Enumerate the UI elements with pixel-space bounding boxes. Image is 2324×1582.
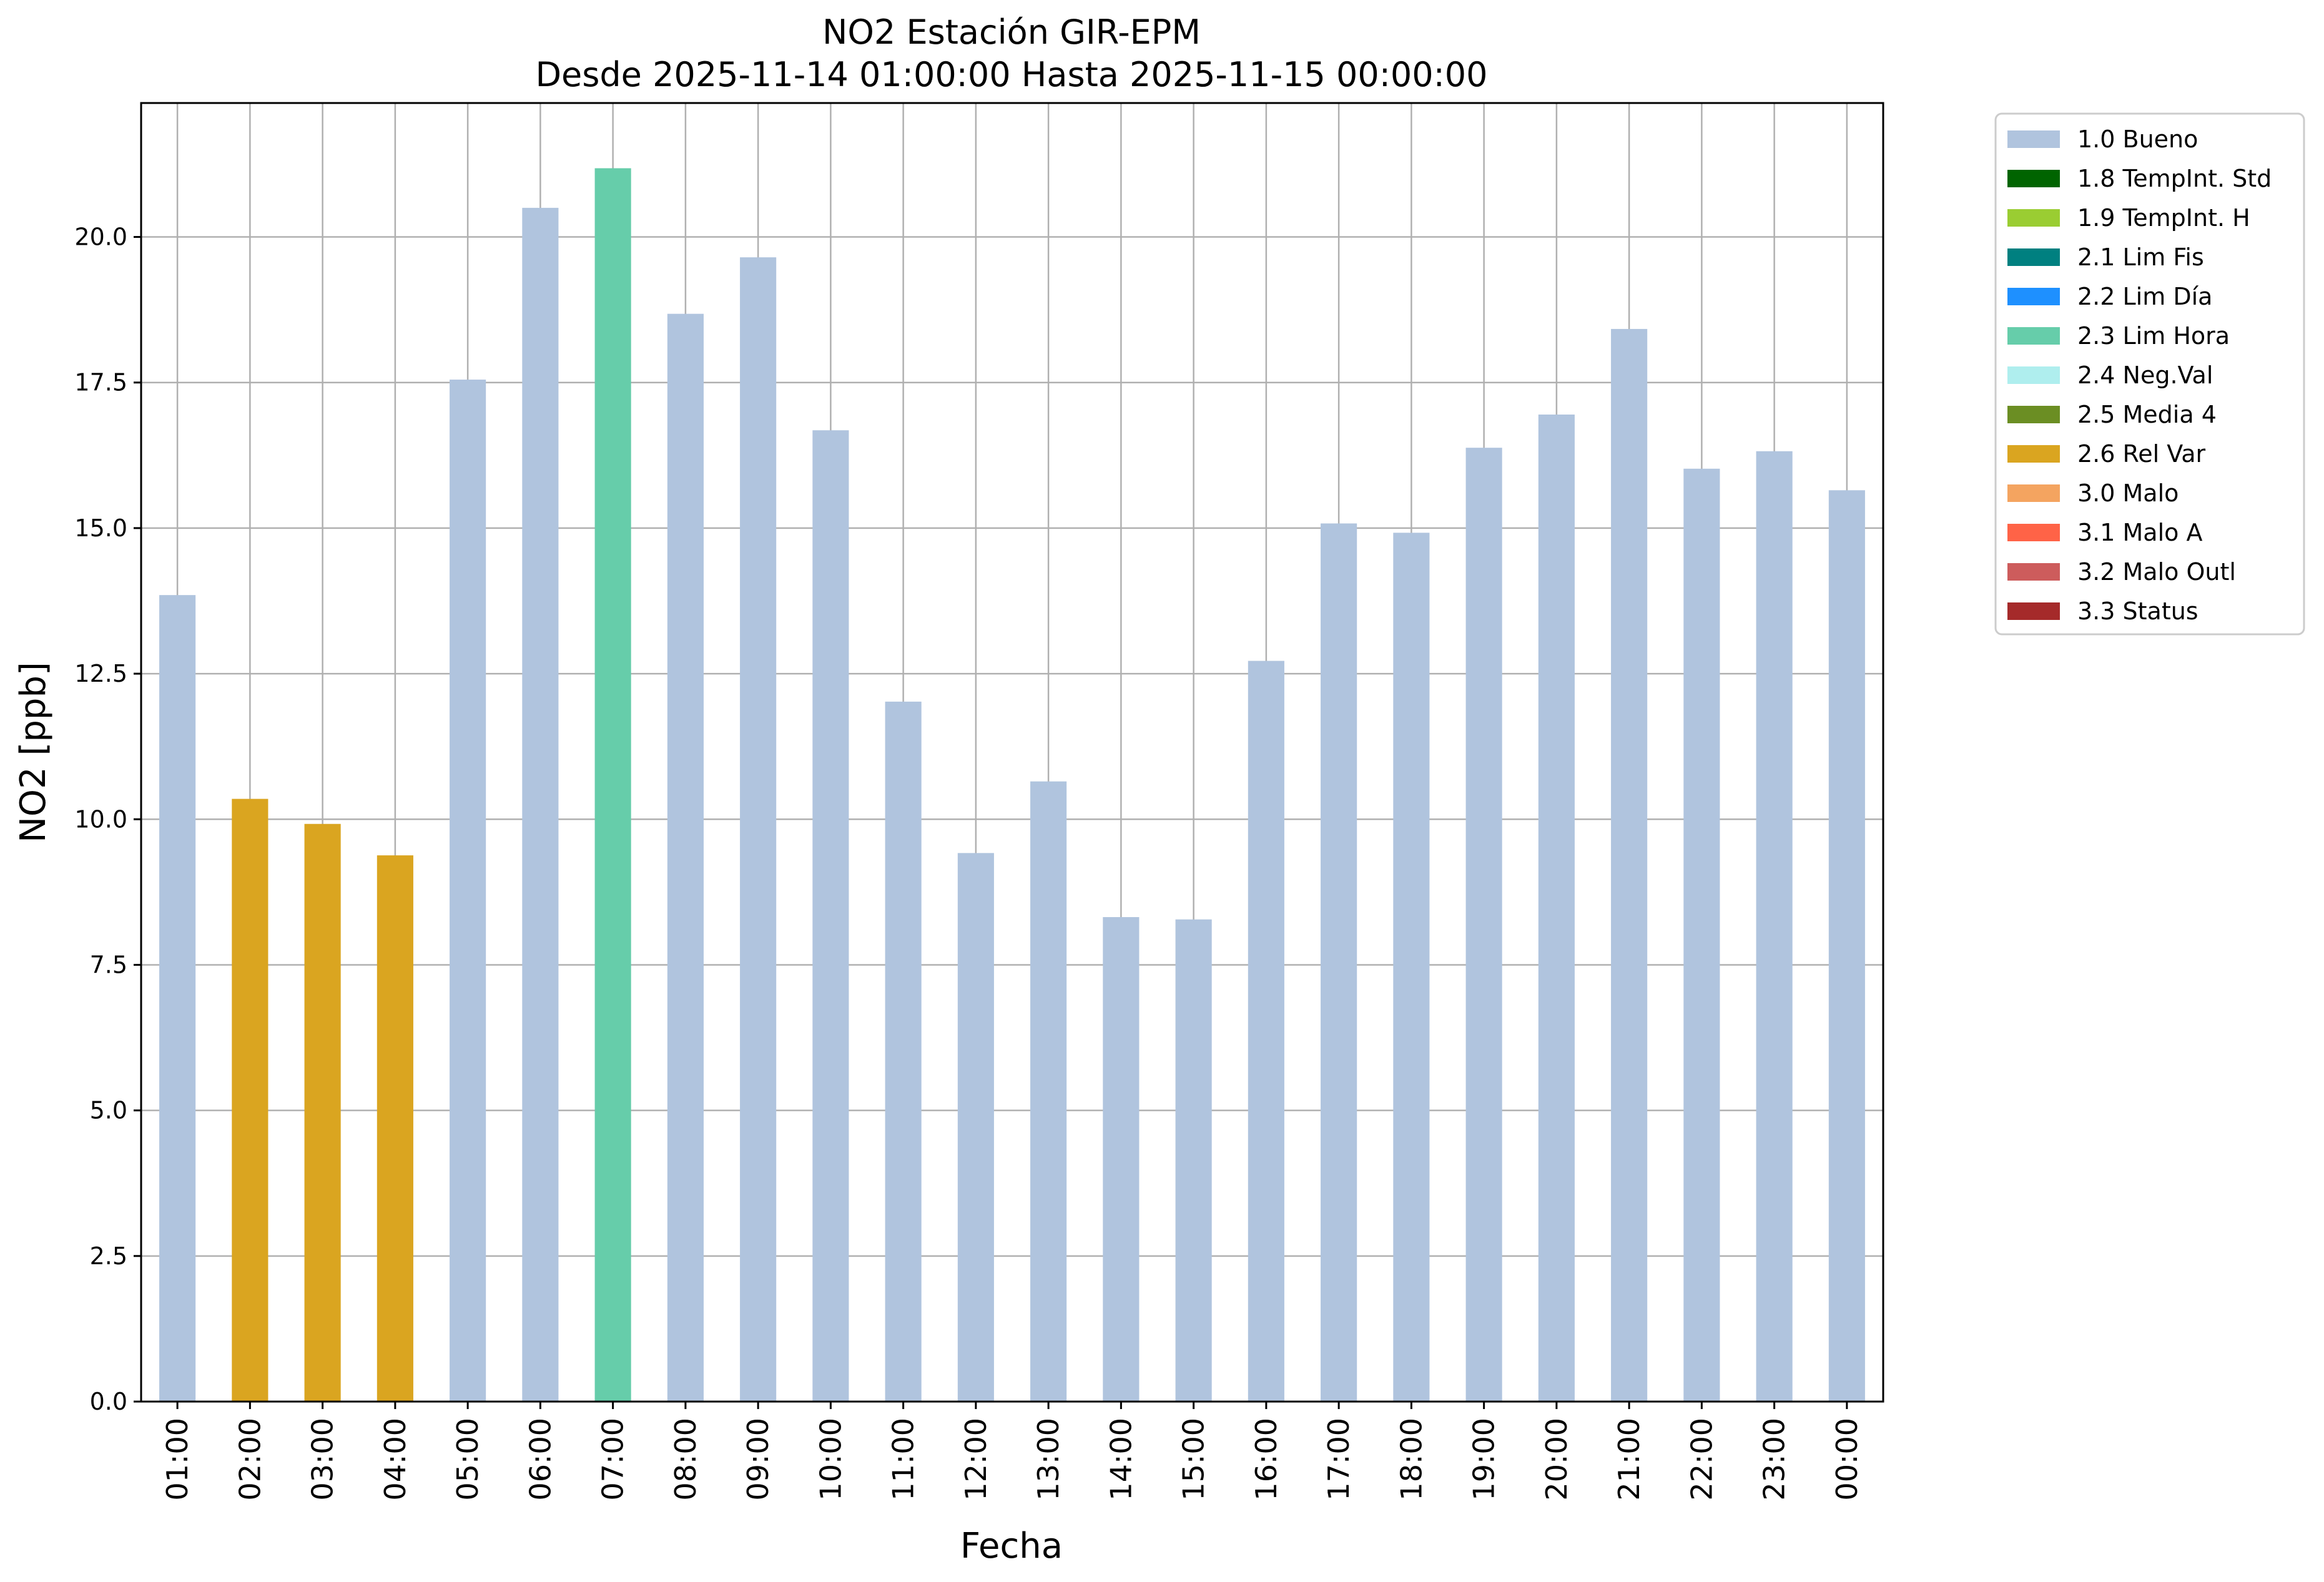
legend: 1.0 Bueno 1.8 TempInt. Std 1.9 TempInt. H 2… xyxy=(1994,112,2305,636)
x-tick-label: 17:00 xyxy=(1322,1418,1356,1501)
bar-1300 xyxy=(1030,781,1067,1402)
y-tick-label: 0.0 xyxy=(90,1388,127,1415)
x-tick-label: 18:00 xyxy=(1394,1418,1428,1501)
y-tick-label: 15.0 xyxy=(74,514,127,542)
x-tick-label: 10:00 xyxy=(814,1418,847,1501)
legend-label: 2.2 Lim Día xyxy=(2077,283,2212,310)
legend-label: 2.4 Neg.Val xyxy=(2077,361,2213,389)
legend-swatch xyxy=(2007,524,2060,541)
legend-label: 1.9 TempInt. H xyxy=(2077,204,2250,232)
legend-label: 1.8 TempInt. Std xyxy=(2077,165,2272,192)
bar-0700 xyxy=(594,168,631,1402)
bar-0200 xyxy=(232,798,268,1402)
legend-label: 3.2 Malo Outl xyxy=(2077,558,2236,586)
x-tick-label: 01:00 xyxy=(160,1418,194,1501)
bar-0000 xyxy=(1828,490,1865,1402)
bar-1800 xyxy=(1393,533,1430,1402)
y-tick-label: 10.0 xyxy=(74,805,127,833)
bar-1000 xyxy=(812,430,849,1402)
y-tick-label: 5.0 xyxy=(90,1097,127,1124)
bar-2100 xyxy=(1611,328,1648,1402)
y-tick-label: 20.0 xyxy=(74,224,127,251)
y-tick-label: 12.5 xyxy=(74,660,127,687)
x-tick-label: 02:00 xyxy=(233,1418,267,1501)
x-tick-label: 12:00 xyxy=(959,1418,993,1501)
y-axis: 0.0 2.5 5.0 7.5 10.0 12.5 15.0 17.5 20.0 xyxy=(74,224,141,1415)
legend-swatch xyxy=(2007,563,2060,581)
legend-label: 2.6 Rel Var xyxy=(2077,440,2206,468)
legend-label: 2.3 Lim Hora xyxy=(2077,322,2230,350)
y-axis-label: NO2 [ppb] xyxy=(13,662,54,843)
legend-label: 2.1 Lim Fis xyxy=(2077,243,2204,271)
bar-0500 xyxy=(450,380,486,1402)
x-tick-label: 09:00 xyxy=(741,1418,775,1501)
chart-subtitle: Desde 2025-11-14 01:00:00 Hasta 2025-11-… xyxy=(535,55,1487,94)
legend-swatch xyxy=(2007,327,2060,345)
legend-swatch xyxy=(2007,484,2060,502)
bar-1700 xyxy=(1321,523,1357,1402)
y-tick-label: 7.5 xyxy=(90,951,127,978)
x-tick-label: 07:00 xyxy=(596,1418,630,1501)
legend-swatch xyxy=(2007,602,2060,620)
legend-swatch xyxy=(2007,288,2060,305)
bars xyxy=(159,168,1865,1402)
x-axis-label: Fecha xyxy=(960,1526,1063,1566)
x-tick-label: 19:00 xyxy=(1467,1418,1501,1501)
x-tick-label: 05:00 xyxy=(451,1418,485,1501)
legend-swatch xyxy=(2007,406,2060,423)
bar-1400 xyxy=(1103,916,1140,1402)
bar-0400 xyxy=(377,855,413,1402)
x-tick-label: 21:00 xyxy=(1612,1418,1646,1501)
legend-swatch xyxy=(2007,209,2060,227)
x-tick-label: 20:00 xyxy=(1540,1418,1573,1501)
x-tick-label: 03:00 xyxy=(306,1418,340,1501)
bar-1100 xyxy=(885,701,922,1402)
chart-title: NO2 Estación GIR-EPM xyxy=(822,12,1201,52)
x-tick-label: 11:00 xyxy=(887,1418,920,1501)
bar-0300 xyxy=(304,823,341,1402)
bar-0100 xyxy=(159,595,196,1402)
legend-swatch xyxy=(2007,170,2060,187)
bar-1200 xyxy=(957,853,994,1402)
x-tick-label: 08:00 xyxy=(669,1418,702,1501)
bar-2000 xyxy=(1538,415,1575,1402)
y-tick-label: 17.5 xyxy=(74,369,127,396)
x-tick-label: 16:00 xyxy=(1249,1418,1283,1501)
bar-2200 xyxy=(1683,468,1720,1402)
x-tick-label: 14:00 xyxy=(1104,1418,1138,1501)
bar-0800 xyxy=(667,313,704,1402)
legend-label: 3.3 Status xyxy=(2077,597,2198,625)
x-tick-label: 04:00 xyxy=(378,1418,412,1501)
x-tick-label: 06:00 xyxy=(523,1418,557,1501)
bar-0900 xyxy=(740,257,777,1402)
legend-label: 3.0 Malo xyxy=(2077,479,2179,507)
legend-swatch xyxy=(2007,248,2060,266)
y-tick-label: 2.5 xyxy=(90,1242,127,1270)
x-tick-label: 00:00 xyxy=(1830,1418,1864,1501)
bar-1500 xyxy=(1175,919,1212,1402)
legend-swatch xyxy=(2007,366,2060,384)
x-tick-label: 23:00 xyxy=(1758,1418,1791,1501)
legend-label: 1.0 Bueno xyxy=(2077,125,2198,153)
legend-swatch xyxy=(2007,445,2060,463)
bar-1900 xyxy=(1465,448,1502,1402)
x-tick-label: 22:00 xyxy=(1685,1418,1718,1501)
legend-label: 2.5 Media 4 xyxy=(2077,401,2217,428)
bar-2300 xyxy=(1756,451,1793,1402)
x-axis: 01:00 02:00 03:00 04:00 05:00 06:00 07:00 08:00… xyxy=(160,1402,1864,1501)
legend-swatch xyxy=(2007,130,2060,148)
legend-label: 3.1 Malo A xyxy=(2077,519,2202,546)
legend-frame xyxy=(1994,112,2305,636)
x-tick-label: 13:00 xyxy=(1032,1418,1065,1501)
bar-0600 xyxy=(522,207,559,1402)
plot-frame xyxy=(140,102,1884,1403)
x-tick-label: 15:00 xyxy=(1177,1418,1211,1501)
bar-1600 xyxy=(1248,661,1284,1402)
